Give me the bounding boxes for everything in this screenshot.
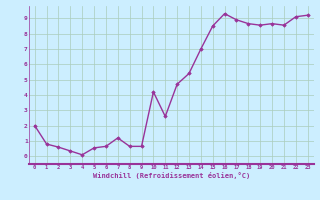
X-axis label: Windchill (Refroidissement éolien,°C): Windchill (Refroidissement éolien,°C)	[92, 172, 250, 179]
